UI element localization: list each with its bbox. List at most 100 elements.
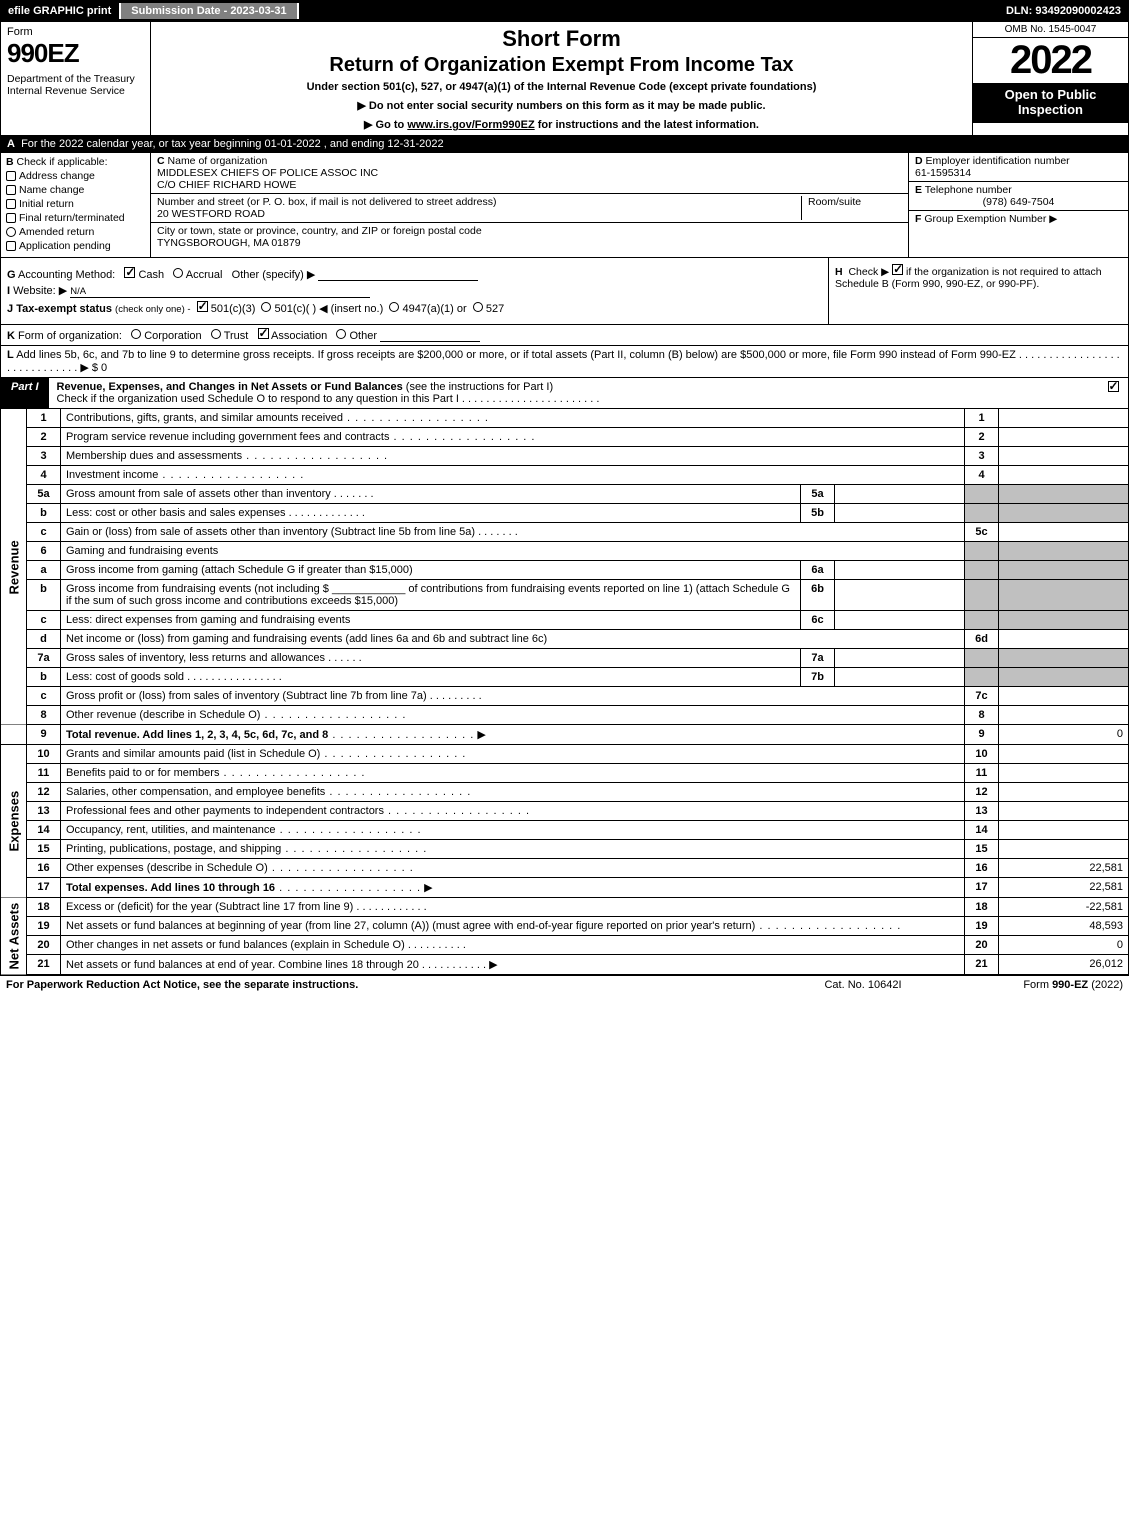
- line-7b-ival: [835, 668, 965, 687]
- ein-value: 61-1595314: [915, 167, 971, 179]
- checkbox-501c[interactable]: [261, 302, 271, 312]
- line-11-box: 11: [965, 764, 999, 783]
- line-7a-greybox: [965, 649, 999, 668]
- l-label: L: [7, 349, 14, 361]
- side-revenue-end: [1, 725, 27, 745]
- line-6b-greyval: [999, 580, 1129, 611]
- checkbox-address-change[interactable]: [6, 171, 16, 181]
- line-6a-num: a: [27, 561, 61, 580]
- line-8-val: [999, 706, 1129, 725]
- expense-table: Expenses 10 Grants and similar amounts p…: [0, 745, 1129, 898]
- k-label: K: [7, 330, 15, 342]
- checkbox-amended-return[interactable]: [6, 227, 16, 237]
- irs-link[interactable]: www.irs.gov/Form990EZ: [407, 119, 534, 131]
- opt-4947: 4947(a)(1) or: [402, 303, 466, 315]
- line-9-val: 0: [999, 725, 1129, 745]
- opt-501c3: 501(c)(3): [211, 303, 256, 315]
- line-6b-desc: Gross income from fundraising events (no…: [61, 580, 801, 611]
- line-19-desc: Net assets or fund balances at beginning…: [66, 920, 755, 932]
- footer-formref: Form 990-EZ (2022): [963, 979, 1123, 991]
- line-7b-greybox: [965, 668, 999, 687]
- line-21-desc: Net assets or fund balances at end of ye…: [66, 959, 419, 971]
- line-18-num: 18: [27, 898, 61, 917]
- other-org-field[interactable]: [380, 330, 480, 342]
- title-block: Form 990EZ Department of the Treasury In…: [0, 22, 1129, 136]
- line-21-val: 26,012: [999, 955, 1129, 975]
- line-11-val: [999, 764, 1129, 783]
- line-6-num: 6: [27, 542, 61, 561]
- org-co: C/O CHIEF RICHARD HOWE: [157, 179, 296, 191]
- checkbox-initial-return[interactable]: [6, 199, 16, 209]
- line-14-num: 14: [27, 821, 61, 840]
- checkbox-accrual[interactable]: [173, 268, 183, 278]
- line-12-desc: Salaries, other compensation, and employ…: [66, 786, 325, 798]
- website-value: N/A: [70, 286, 86, 297]
- checkbox-final-return[interactable]: [6, 213, 16, 223]
- opt-final-return: Final return/terminated: [19, 212, 125, 224]
- line-6c-num: c: [27, 611, 61, 630]
- line-20-desc: Other changes in net assets or fund bala…: [66, 939, 405, 951]
- line-10-num: 10: [27, 745, 61, 764]
- checkbox-trust[interactable]: [211, 329, 221, 339]
- line-11-num: 11: [27, 764, 61, 783]
- i-text: Website: ▶: [13, 285, 67, 297]
- line-20-val: 0: [999, 936, 1129, 955]
- street-val: 20 WESTFORD ROAD: [157, 208, 265, 220]
- line-17-desc: Total expenses. Add lines 10 through 16: [66, 882, 275, 894]
- line-7c-val: [999, 687, 1129, 706]
- checkbox-cash[interactable]: [124, 267, 135, 278]
- goto-prefix: ▶ Go to: [364, 119, 404, 131]
- line-10-val: [999, 745, 1129, 764]
- line-14-val: [999, 821, 1129, 840]
- line-17-box: 17: [965, 878, 999, 898]
- open-public: Open to Public Inspection: [973, 83, 1128, 123]
- part-i-title: Revenue, Expenses, and Changes in Net As…: [57, 381, 403, 393]
- line-12-box: 12: [965, 783, 999, 802]
- checkbox-name-change[interactable]: [6, 185, 16, 195]
- line-5a-ival: [835, 485, 965, 504]
- line-6b-num: b: [27, 580, 61, 611]
- line-6c-greybox: [965, 611, 999, 630]
- phone-value: (978) 649-7504: [915, 196, 1122, 208]
- city-label: City or town, state or province, country…: [157, 225, 482, 237]
- line-1-num: 1: [27, 409, 61, 428]
- room-label: Room/suite: [808, 196, 861, 208]
- line-18-desc: Excess or (deficit) for the year (Subtra…: [66, 901, 353, 913]
- checkbox-501c3[interactable]: [197, 301, 208, 312]
- line-3-num: 3: [27, 447, 61, 466]
- footer: For Paperwork Reduction Act Notice, see …: [0, 975, 1129, 994]
- j-text: Tax-exempt status: [16, 303, 112, 315]
- line-6d-box: 6d: [965, 630, 999, 649]
- other-specify-field[interactable]: [318, 269, 478, 281]
- checkbox-4947[interactable]: [389, 302, 399, 312]
- line-9-box: 9: [965, 725, 999, 745]
- line-7a-ival: [835, 649, 965, 668]
- line-3-val: [999, 447, 1129, 466]
- checkbox-assoc[interactable]: [258, 328, 269, 339]
- col-b-label: B: [6, 156, 14, 168]
- title-right: OMB No. 1545-0047 2022 Open to Public In…: [973, 22, 1128, 135]
- line-5b-greyval: [999, 504, 1129, 523]
- top-bar: efile GRAPHIC print Submission Date - 20…: [0, 0, 1129, 22]
- checkbox-other-org[interactable]: [336, 329, 346, 339]
- f-label: F: [915, 213, 921, 225]
- row-k: K Form of organization: Corporation Trus…: [0, 325, 1129, 346]
- name-label: Name of organization: [168, 155, 268, 167]
- line-16-val: 22,581: [999, 859, 1129, 878]
- section-g-h: G Accounting Method: Cash Accrual Other …: [0, 258, 1129, 325]
- line-6b-greybox: [965, 580, 999, 611]
- checkbox-527[interactable]: [473, 302, 483, 312]
- checkbox-app-pending[interactable]: [6, 241, 16, 251]
- h-label: H: [835, 266, 843, 278]
- goto-note: ▶ Go to www.irs.gov/Form990EZ for instru…: [159, 118, 964, 131]
- j-label: J: [7, 303, 13, 315]
- dept-treasury: Department of the Treasury Internal Reve…: [7, 73, 144, 97]
- checkbox-schedule-o[interactable]: [1108, 381, 1119, 392]
- line-19-num: 19: [27, 917, 61, 936]
- line-16-desc: Other expenses (describe in Schedule O): [66, 862, 268, 874]
- line-3-box: 3: [965, 447, 999, 466]
- title-left: Form 990EZ Department of the Treasury In…: [1, 22, 151, 135]
- opt-accrual: Accrual: [186, 269, 223, 281]
- checkbox-corp[interactable]: [131, 329, 141, 339]
- checkbox-schedule-b[interactable]: [892, 264, 903, 275]
